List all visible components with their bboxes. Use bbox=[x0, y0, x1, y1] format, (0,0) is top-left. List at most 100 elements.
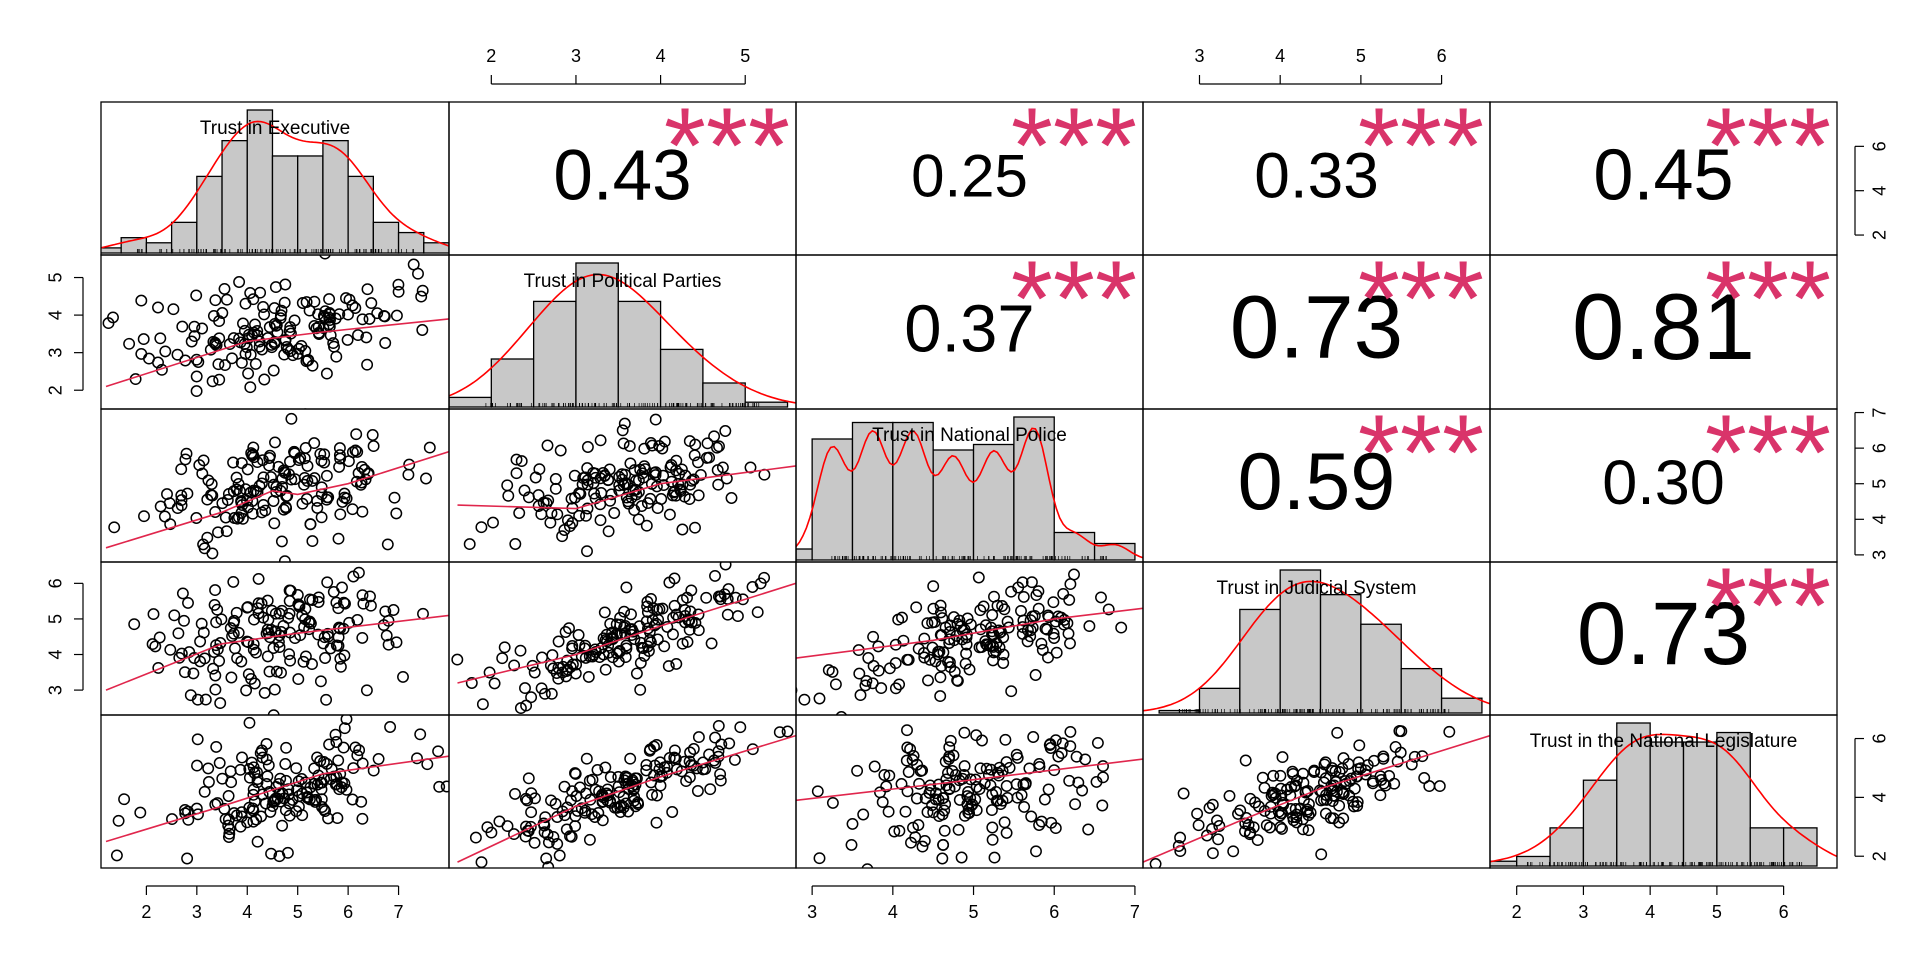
data-point bbox=[1102, 603, 1115, 616]
data-point bbox=[1391, 755, 1404, 768]
data-point bbox=[352, 329, 364, 342]
data-point bbox=[190, 370, 203, 383]
data-point bbox=[975, 641, 988, 654]
data-point bbox=[1203, 801, 1216, 814]
data-point bbox=[247, 783, 260, 796]
data-point bbox=[205, 478, 218, 490]
data-point bbox=[515, 455, 528, 468]
data-point bbox=[853, 667, 866, 680]
significance-stars: *** bbox=[1011, 238, 1137, 359]
data-point bbox=[469, 831, 482, 844]
scatter-panel-3-2 bbox=[457, 413, 796, 558]
data-point bbox=[552, 635, 565, 648]
data-point bbox=[582, 670, 595, 683]
data-point bbox=[701, 437, 714, 450]
histogram-bar bbox=[1490, 860, 1518, 867]
histogram-bar bbox=[372, 221, 400, 254]
data-point bbox=[1032, 585, 1045, 598]
data-point bbox=[256, 454, 269, 467]
data-point bbox=[332, 631, 345, 644]
smooth-line bbox=[105, 614, 449, 691]
data-point bbox=[972, 571, 985, 584]
data-point bbox=[651, 502, 664, 515]
data-point bbox=[351, 749, 364, 762]
correlation-value: 0.43 bbox=[553, 136, 691, 215]
data-point bbox=[901, 741, 914, 754]
data-point bbox=[919, 792, 932, 805]
data-point bbox=[403, 458, 416, 471]
data-point bbox=[640, 519, 653, 532]
data-point bbox=[1038, 793, 1051, 806]
data-point bbox=[262, 759, 275, 772]
data-point bbox=[333, 308, 346, 321]
data-point bbox=[223, 338, 236, 351]
data-point bbox=[880, 780, 893, 793]
histogram-bar bbox=[1360, 623, 1402, 714]
significance-stars: *** bbox=[1358, 85, 1484, 206]
data-point bbox=[332, 532, 345, 545]
data-point bbox=[1418, 772, 1431, 784]
data-point bbox=[615, 799, 628, 812]
data-point bbox=[1056, 737, 1069, 750]
data-point bbox=[1172, 840, 1185, 852]
data-point bbox=[508, 828, 520, 841]
data-point bbox=[653, 763, 666, 776]
data-point bbox=[260, 753, 273, 766]
data-point bbox=[152, 301, 164, 314]
data-point bbox=[501, 820, 514, 833]
data-point bbox=[248, 677, 261, 690]
data-point bbox=[1096, 799, 1109, 812]
data-point bbox=[909, 831, 922, 844]
data-point bbox=[813, 852, 826, 865]
data-point bbox=[135, 294, 148, 307]
data-point bbox=[900, 754, 913, 767]
data-point bbox=[275, 604, 288, 617]
data-point bbox=[303, 593, 316, 606]
data-point bbox=[267, 478, 280, 491]
data-point bbox=[274, 795, 287, 808]
correlation-value: 0.37 bbox=[904, 292, 1034, 367]
data-point bbox=[644, 436, 657, 449]
data-point bbox=[233, 276, 246, 288]
data-point bbox=[713, 440, 725, 453]
histogram-bar bbox=[796, 548, 813, 561]
data-point bbox=[440, 780, 449, 793]
density-curve bbox=[449, 273, 796, 404]
data-point bbox=[661, 620, 674, 633]
data-point bbox=[901, 653, 914, 666]
data-point bbox=[566, 642, 579, 655]
histogram-bar bbox=[1749, 827, 1785, 867]
data-point bbox=[263, 665, 276, 678]
data-point bbox=[191, 693, 204, 706]
data-point bbox=[233, 485, 246, 498]
data-point bbox=[704, 783, 717, 796]
data-point bbox=[421, 758, 434, 771]
data-point bbox=[1331, 726, 1344, 739]
data-point bbox=[544, 516, 557, 529]
data-point bbox=[513, 507, 526, 519]
data-point bbox=[239, 347, 252, 360]
data-point bbox=[171, 348, 184, 361]
data-point bbox=[632, 513, 645, 526]
data-point bbox=[846, 817, 859, 830]
tick-label: 2 bbox=[141, 902, 151, 922]
smooth-line bbox=[796, 758, 1143, 802]
data-point bbox=[912, 642, 925, 655]
data-point bbox=[604, 771, 617, 784]
data-point bbox=[649, 466, 662, 479]
tick-label: 6 bbox=[343, 902, 353, 922]
data-point bbox=[640, 759, 653, 771]
data-point bbox=[901, 785, 914, 798]
data-point bbox=[178, 614, 190, 627]
data-point bbox=[185, 335, 198, 348]
tick-label: 4 bbox=[46, 650, 66, 660]
data-point bbox=[547, 830, 560, 843]
tick-label: 3 bbox=[192, 902, 202, 922]
data-point bbox=[274, 309, 287, 322]
data-point bbox=[178, 666, 191, 679]
data-point bbox=[225, 671, 238, 684]
data-point bbox=[281, 846, 294, 859]
data-point bbox=[363, 312, 376, 325]
significance-stars: *** bbox=[1358, 238, 1484, 359]
data-point bbox=[1276, 751, 1289, 764]
